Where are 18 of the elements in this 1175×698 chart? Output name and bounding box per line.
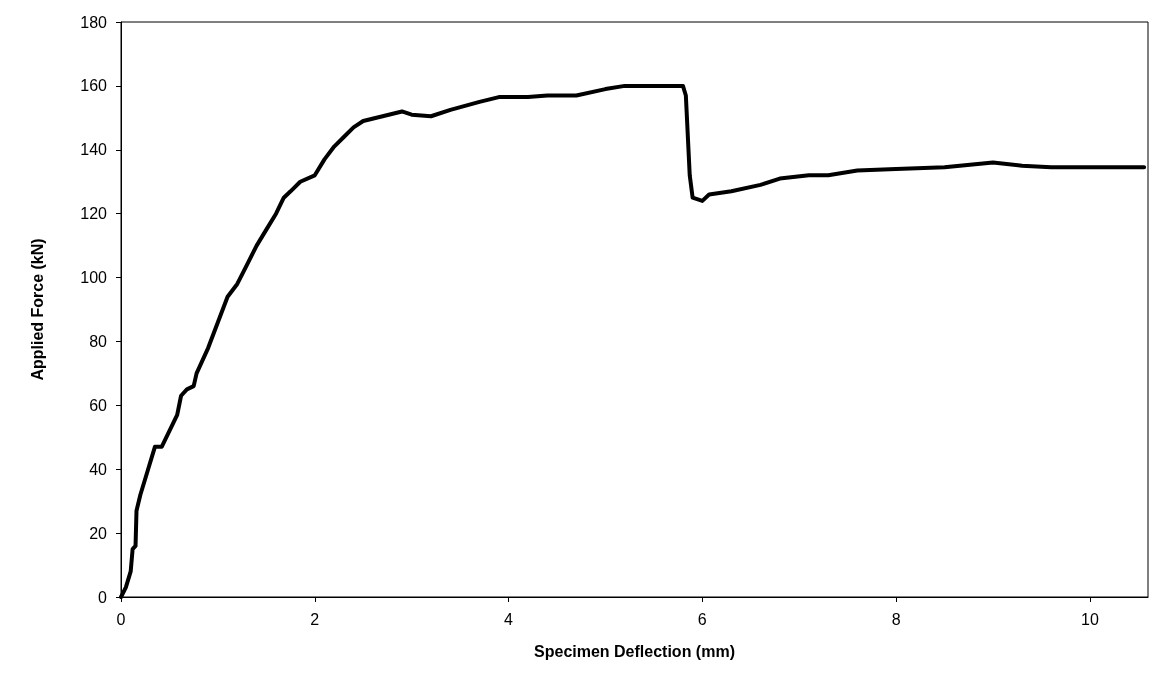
x-tick-label: 8 xyxy=(891,610,901,628)
y-tick-label: 100 xyxy=(80,269,108,287)
y-tick-label: 80 xyxy=(89,332,108,350)
y-axis-title: Applied Force (kN) xyxy=(28,238,46,381)
y-tick-label: 180 xyxy=(80,13,108,31)
y-tick-label: 160 xyxy=(80,77,108,95)
x-axis-title: Specimen Deflection (mm) xyxy=(534,642,735,660)
x-tick-label: 10 xyxy=(1080,610,1099,628)
y-tick-label: 0 xyxy=(98,588,108,606)
y-tick-label: 140 xyxy=(80,141,108,159)
y-tick-label: 20 xyxy=(89,524,108,542)
x-tick-label: 6 xyxy=(697,610,707,628)
x-tick-label: 4 xyxy=(504,610,514,628)
y-tick-label: 40 xyxy=(89,460,108,478)
y-tick-label: 60 xyxy=(89,396,108,414)
x-tick-label: 0 xyxy=(116,610,126,628)
x-tick-label: 2 xyxy=(310,610,320,628)
y-tick-label: 120 xyxy=(80,205,108,223)
